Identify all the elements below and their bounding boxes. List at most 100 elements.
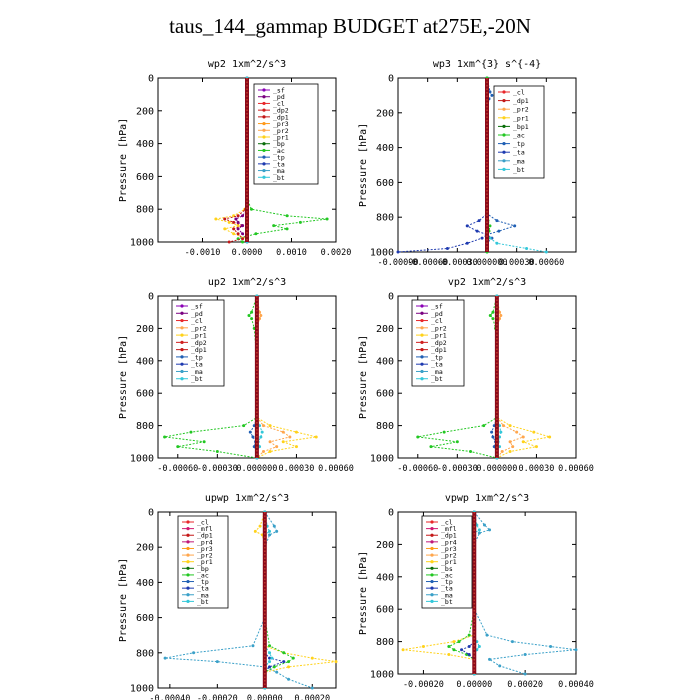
data-point [488, 528, 492, 532]
series-line [473, 511, 577, 675]
legend-label: _ma [197, 591, 209, 599]
legend-label: _sf [431, 303, 443, 311]
legend-marker [262, 88, 266, 92]
y-tick-label: 400 [136, 578, 154, 589]
data-point [247, 313, 251, 317]
data-point [416, 435, 420, 439]
legend-marker [262, 135, 266, 139]
legend-marker [186, 573, 190, 577]
data-point [236, 224, 240, 228]
data-point [214, 217, 218, 221]
legend-label: _cl [441, 519, 453, 527]
data-point [223, 217, 227, 221]
data-point [499, 313, 503, 317]
legend-marker [262, 155, 266, 159]
y-tick-label: 200 [136, 543, 154, 554]
y-tick-label: 400 [136, 356, 154, 367]
series-line [256, 296, 317, 459]
legend-marker [186, 520, 190, 524]
data-point [234, 217, 238, 221]
chart-title: vp2 1xm^2/s^3 [448, 277, 526, 288]
y-tick-label: 1000 [370, 454, 394, 465]
x-tick-label: -0.00090 [378, 258, 419, 268]
legend-label: _dp2 [273, 107, 289, 115]
data-point [202, 440, 206, 444]
data-point [534, 445, 538, 449]
legend-marker [502, 167, 506, 171]
legend-marker [502, 159, 506, 163]
legend-label: _pr3 [273, 120, 289, 128]
legend-label: _pr4 [197, 538, 213, 546]
legend-label: _ac [441, 571, 453, 579]
legend-marker [502, 116, 506, 120]
data-point [467, 653, 471, 657]
data-point [241, 240, 245, 244]
legend-label: _ta [197, 585, 209, 593]
y-tick-label: 0 [388, 74, 394, 85]
data-point [294, 430, 298, 434]
y-tick-label: 800 [136, 205, 154, 216]
data-point [241, 232, 245, 236]
data-point [241, 214, 245, 218]
data-point [523, 672, 527, 676]
data-point [485, 633, 489, 637]
legend-label: _ta [273, 160, 285, 168]
legend-label: _pr3 [441, 545, 457, 553]
x-tick-label: -0.00030 [437, 464, 478, 474]
legend-label: _bp [273, 140, 285, 148]
legend-label: _bt [431, 375, 443, 383]
data-point [281, 440, 285, 444]
legend-label: _dp1 [273, 113, 289, 121]
data-point [334, 660, 338, 664]
legend-label: _cl [273, 100, 285, 108]
data-point [268, 450, 272, 454]
y-axis-label: Pressure [hPa] [118, 118, 129, 202]
data-point [521, 435, 525, 439]
data-point [491, 310, 495, 314]
legend-label: _pr2 [273, 127, 289, 135]
legend-label: _ma [513, 157, 525, 165]
data-point [452, 648, 456, 652]
data-point [442, 430, 446, 434]
legend-marker [262, 168, 266, 173]
legend-marker [430, 527, 434, 531]
x-tick-label: 0.00040 [558, 680, 594, 690]
legend-marker [180, 326, 184, 330]
legend-marker [502, 124, 506, 128]
y-tick-label: 200 [136, 106, 154, 117]
data-point [495, 219, 499, 223]
x-tick-label: 0.00030 [519, 464, 555, 474]
data-point [325, 217, 329, 221]
data-point [467, 644, 471, 648]
legend-label: _pd [431, 310, 443, 318]
data-point [275, 529, 279, 533]
legend-marker [180, 340, 184, 344]
data-point [488, 657, 492, 661]
legend-marker [186, 560, 190, 564]
legend-label: _ac [197, 571, 209, 579]
legend-label: _ta [441, 585, 453, 593]
plot-frame [397, 295, 577, 459]
data-point [285, 214, 289, 218]
y-axis-label: Pressure [hPa] [118, 558, 129, 642]
x-tick-label: 0.00000 [456, 680, 492, 690]
y-tick-label: 400 [376, 143, 394, 154]
series-line [256, 295, 292, 459]
data-point [482, 523, 486, 527]
legend-marker [180, 304, 184, 308]
data-point [532, 430, 536, 434]
data-point [523, 653, 527, 657]
legend-label: _cl [431, 317, 443, 325]
data-point [268, 656, 272, 660]
y-tick-label: 0 [148, 74, 154, 85]
data-point [465, 224, 469, 228]
series-line [165, 511, 313, 689]
legend-label: _bt [191, 375, 203, 383]
legend-label: _dp1 [441, 532, 457, 540]
legend-label: _ma [441, 591, 453, 599]
legend-label: _mfl [197, 525, 213, 533]
legend-label: _pr1 [441, 558, 457, 566]
data-point [508, 424, 512, 428]
x-tick-label: -0.00060 [407, 258, 448, 268]
legend-label: _dp1 [197, 532, 213, 540]
